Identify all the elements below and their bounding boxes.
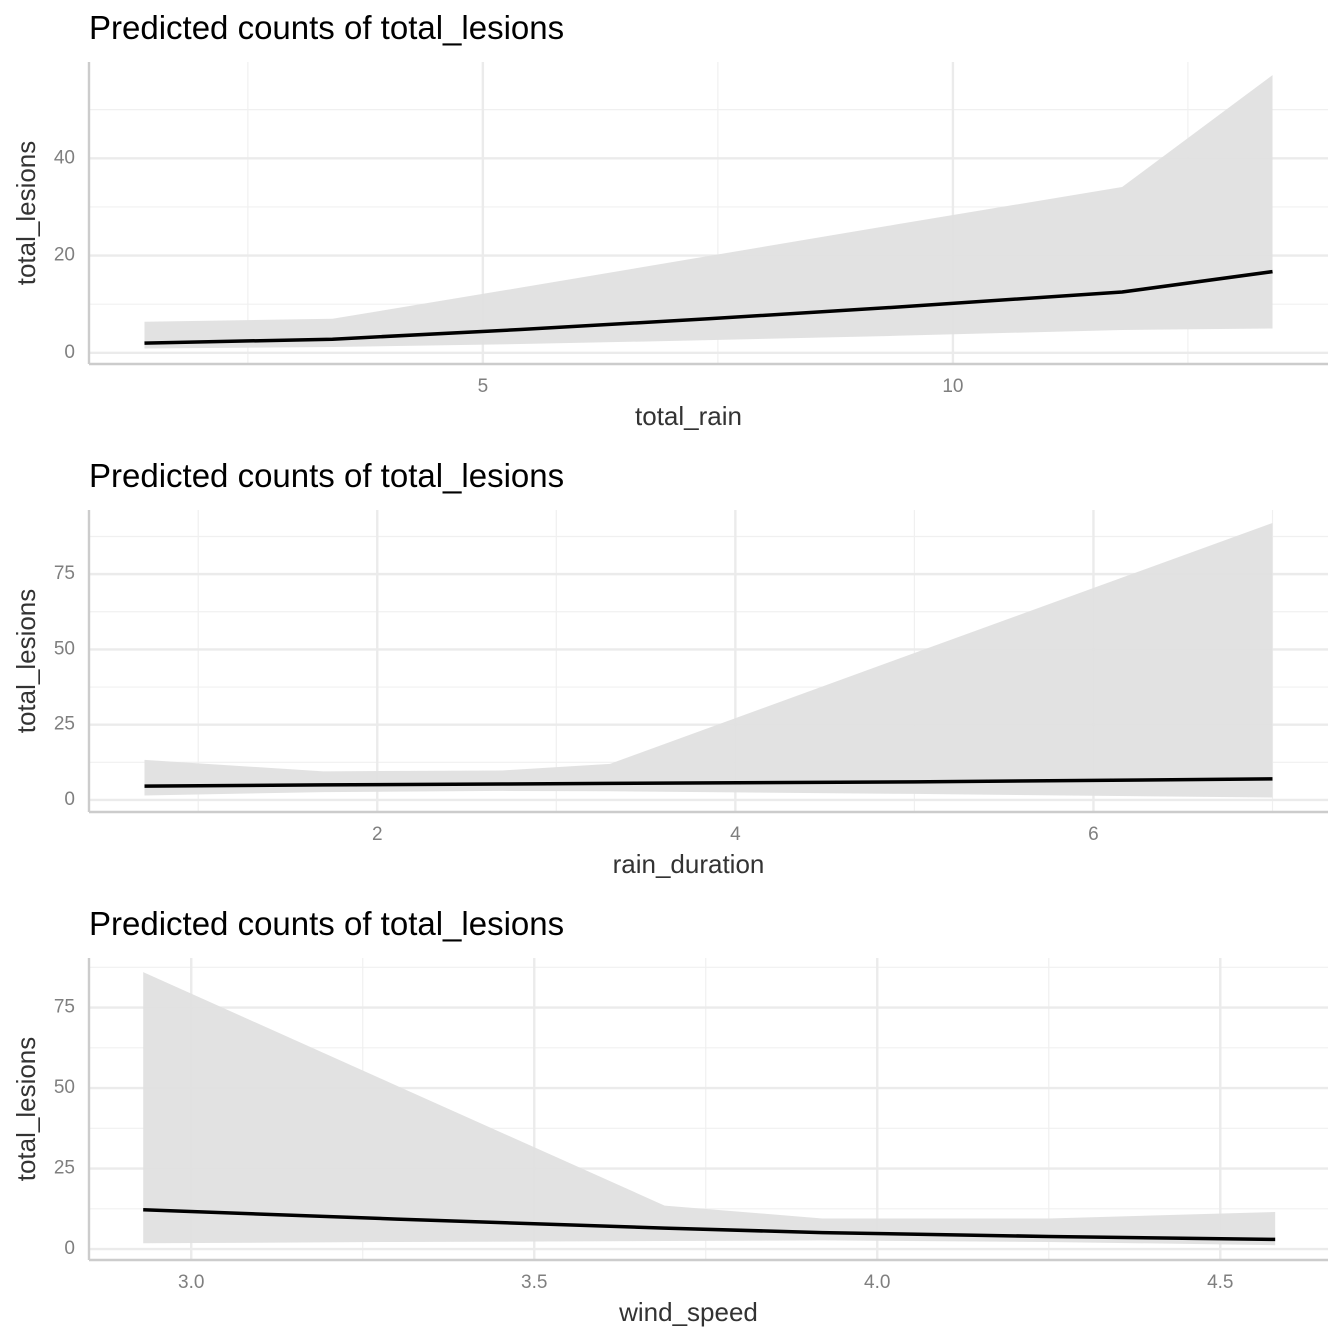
x-axis-title: total_rain (635, 401, 742, 431)
confidence-band (143, 972, 1276, 1246)
x-tick-label: 5 (478, 376, 489, 397)
y-tick-label: 0 (64, 789, 75, 810)
panel: 0 20 40 5 10 Predicted counts of total_lesion… (11, 9, 1328, 431)
y-tick-label: 75 (54, 563, 75, 584)
panel: 0 25 50 75 3.0 3.5 4.0 4.5 Predicted counts of t… (11, 905, 1328, 1327)
line (144, 269, 1273, 345)
y-tick-label: 50 (54, 638, 75, 659)
y-tick-label: 20 (54, 245, 75, 266)
x-axis-title: wind_speed (618, 1297, 758, 1327)
x-tick-label: 3.5 (521, 1272, 547, 1293)
y-tick-label: 75 (54, 997, 75, 1018)
x-tick-label: 4.0 (864, 1272, 890, 1293)
line (144, 777, 1273, 788)
x-tick-label: 4 (730, 824, 741, 845)
y-tick-label: 40 (54, 147, 75, 168)
x-tick-label: 10 (942, 376, 963, 397)
y-tick-label: 0 (64, 342, 75, 363)
x-axis-title: rain_duration (613, 849, 765, 879)
y-tick-label: 50 (54, 1077, 75, 1098)
panel: 0 25 50 75 2 4 6 Predicted counts of total_lesi… (11, 457, 1328, 879)
confidence-band (144, 75, 1273, 349)
y-axis-title: total_lesions (11, 1037, 41, 1182)
y-tick-label: 25 (54, 1158, 75, 1179)
confidence-band (144, 522, 1273, 798)
chart-title: Predicted counts of total_lesions (89, 457, 564, 494)
line (143, 1208, 1276, 1242)
x-tick-label: 4.5 (1207, 1272, 1233, 1293)
chart-title: Predicted counts of total_lesions (89, 905, 564, 942)
x-tick-label: 2 (372, 824, 383, 845)
y-tick-label: 25 (54, 714, 75, 735)
y-axis-title: total_lesions (11, 141, 41, 286)
y-tick-label: 0 (64, 1238, 75, 1259)
y-axis-title: total_lesions (11, 589, 41, 734)
x-tick-label: 6 (1088, 824, 1099, 845)
x-tick-label: 3.0 (178, 1272, 204, 1293)
chart-title: Predicted counts of total_lesions (89, 9, 564, 46)
